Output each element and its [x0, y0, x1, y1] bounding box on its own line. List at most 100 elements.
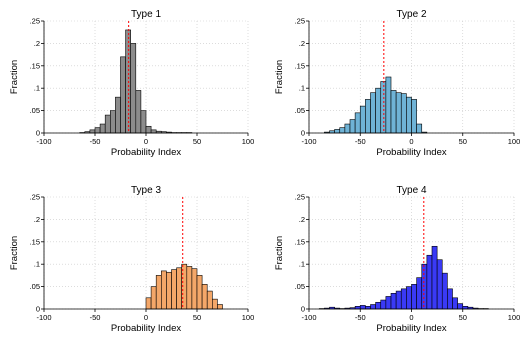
y-tick-label: .2 [299, 215, 305, 224]
y-tick-label: .2 [34, 39, 40, 48]
histogram-bar [411, 284, 417, 310]
histogram-bar [166, 271, 172, 310]
y-tick-label: .15 [30, 237, 40, 246]
y-tick-label: .05 [295, 282, 305, 291]
x-tick-label: 100 [242, 313, 255, 322]
x-axis-title: Probability Index [111, 147, 181, 158]
histogram-bar [457, 303, 464, 310]
panel-title: Type 4 [396, 185, 426, 196]
histogram-bar [375, 301, 382, 310]
y-tick-label: .05 [295, 106, 305, 115]
histogram-bar [145, 297, 152, 310]
x-tick-label: 100 [242, 137, 255, 146]
histogram-bar [155, 275, 162, 310]
histogram-bar [344, 123, 351, 134]
histogram-bar [354, 306, 361, 310]
y-tick-label: 0 [301, 129, 305, 138]
panel-title: Type 3 [131, 185, 161, 196]
x-tick-label: -50 [355, 313, 366, 322]
histogram-bar [196, 275, 203, 310]
x-tick-label: 50 [459, 137, 467, 146]
histogram-bar [359, 305, 366, 310]
y-tick-label: .25 [30, 193, 40, 202]
x-tick-label: 0 [144, 137, 148, 146]
y-tick-label: .1 [34, 260, 40, 269]
y-axis-title: Fraction [9, 236, 20, 270]
histogram-bar [176, 267, 183, 310]
histogram-bar [395, 290, 402, 310]
histogram-bar [365, 99, 371, 134]
x-tick-label: -50 [355, 137, 366, 146]
x-axis-title: Probability Index [111, 323, 181, 334]
y-tick-label: .15 [295, 61, 305, 70]
y-tick-label: 0 [301, 305, 305, 314]
y-tick-label: 0 [36, 129, 40, 138]
histogram-bar [354, 112, 361, 134]
x-tick-label: 50 [193, 137, 201, 146]
histogram-bar [436, 259, 443, 310]
panel-title: Type 2 [396, 9, 426, 20]
x-tick-label: 100 [508, 313, 521, 322]
histogram-bar [125, 29, 131, 134]
y-axis-title: Fraction [9, 60, 20, 94]
y-tick-label: .15 [30, 61, 40, 70]
histogram-bar [130, 43, 137, 134]
histogram-bar [201, 284, 208, 310]
y-tick-label: .15 [295, 237, 305, 246]
x-tick-label: 0 [409, 137, 413, 146]
y-tick-label: .2 [299, 39, 305, 48]
y-tick-label: .1 [299, 260, 305, 269]
histogram-bar [161, 270, 167, 310]
x-axis-title: Probability Index [376, 323, 446, 334]
histogram-bar [359, 105, 366, 134]
y-tick-label: .05 [30, 106, 40, 115]
histogram-bar [385, 296, 392, 310]
y-tick-label: .25 [295, 193, 305, 202]
x-tick-label: -50 [90, 137, 101, 146]
histogram-bar [206, 290, 213, 310]
y-tick-label: .25 [30, 17, 40, 26]
histogram-bar [110, 110, 116, 134]
histogram-bar [120, 56, 126, 134]
y-axis-title: Fraction [274, 60, 285, 94]
histogram-bar [212, 298, 218, 310]
histogram-bar [400, 93, 407, 134]
histogram-bar [171, 269, 177, 310]
histogram-bar [339, 127, 346, 134]
histogram-bar [431, 245, 438, 310]
histogram-bar [390, 293, 397, 310]
x-tick-label: -100 [36, 313, 51, 322]
chart-panel-2: 0 .05 .1 .15 .2 .25 -100 -50 0 50 100 Type 2 Probabi… [274, 9, 520, 158]
histogram-bar [94, 127, 101, 134]
x-tick-label: -100 [301, 313, 316, 322]
histogram-bar [334, 129, 341, 134]
histogram-bar [462, 306, 469, 310]
histogram-bar [150, 129, 157, 134]
histogram-bar [140, 110, 147, 134]
histogram-bar [375, 87, 382, 134]
histogram-bar [406, 96, 412, 134]
histogram-bar [217, 304, 223, 310]
histogram-bar [452, 297, 458, 310]
histogram-bar [104, 114, 111, 134]
histogram-bar [426, 254, 433, 310]
histogram-bar [365, 306, 371, 310]
histogram-bar [370, 304, 376, 310]
histogram-bar [380, 81, 387, 134]
y-tick-label: .05 [30, 282, 40, 291]
chart-panel-1: 0 .05 .1 .15 .2 .25 -100 -50 0 50 100 Type 1 Probabi… [9, 9, 254, 158]
histogram-bar [411, 99, 417, 134]
histogram-bar [416, 277, 423, 310]
x-tick-label: -100 [36, 137, 51, 146]
histogram-bar [135, 90, 142, 134]
x-tick-label: 0 [144, 313, 148, 322]
x-tick-label: 100 [508, 137, 521, 146]
histogram-bar [400, 288, 407, 310]
histogram-bar [447, 288, 453, 310]
x-axis-title: Probability Index [376, 147, 446, 158]
histogram-bar [385, 76, 392, 134]
x-tick-label: -50 [90, 313, 101, 322]
histogram-bar [145, 125, 152, 134]
histogram-bar [406, 286, 412, 310]
panel-title: Type 1 [131, 9, 161, 20]
